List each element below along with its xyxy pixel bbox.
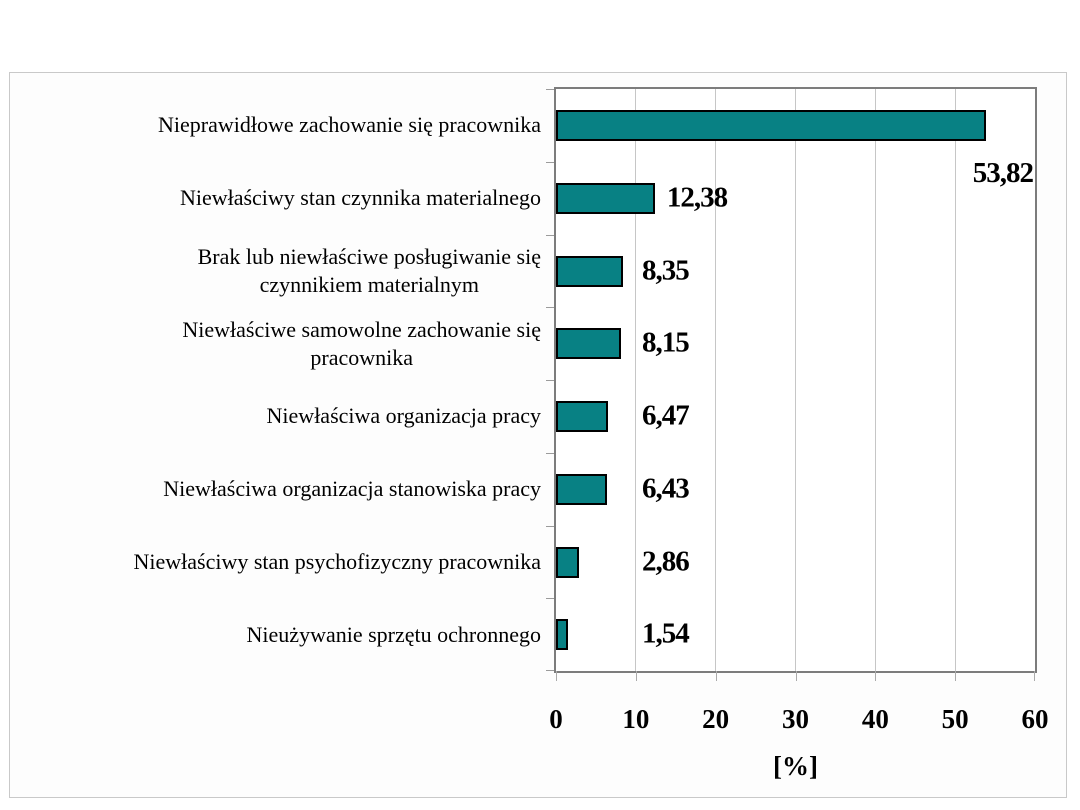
bar [556,619,569,651]
gridline [874,89,876,671]
y-axis-tick [546,307,554,308]
category-label: Brak lub niewłaściwe posługiwanie się czy… [10,235,541,308]
x-axis-tick-label: 20 [702,704,730,734]
x-axis-tick-label: 0 [549,704,563,734]
category-label-text: Niewłaściwa organizacja pracy [267,402,541,430]
category-label-line: Niewłaściwy stan czynnika materialnego [179,185,541,211]
bar [556,546,579,578]
x-axis-tick-label: 30 [782,704,809,734]
gridline [954,89,956,671]
category-label-text: Nieprawidłowe zachowanie się pracownika [158,111,541,139]
bar-value-label: 1,54 [642,617,690,650]
category-label-text: Niewłaściwy stan psychofizyczny pracowni… [134,548,541,576]
bar-chart-frame: Nieprawidłowe zachowanie się pracownika N… [9,72,1067,798]
category-label: Nieużywanie sprzętu ochronnego [10,598,541,671]
y-axis-tick [546,670,554,671]
y-axis-tick [546,89,554,90]
x-axis-tick-label: 10 [622,704,650,734]
bar-value-label: 6,43 [642,472,690,505]
y-axis-tick [546,526,554,527]
x-axis-tick [715,671,717,681]
category-label: Niewłaściwy stan psychofizyczny pracowni… [10,526,541,599]
gridline [715,89,717,671]
category-label-line: Niewłaściwy stan psychofizyczny pracowni… [133,548,541,574]
bar-value-label: 8,35 [642,254,690,286]
x-axis-tick [556,671,557,681]
category-label-line: czynnikiem materialnym [259,271,479,297]
category-label-text: Niewłaściwe samowolne zachowanie się prac… [182,316,541,372]
bar [556,182,655,214]
gridline [635,89,637,671]
x-axis-tick [795,671,797,681]
category-label: Niewłaściwy stan czynnika materialnego [10,162,541,235]
bar [556,255,623,287]
category-label-line: pracownika [310,344,414,370]
bar [556,473,608,505]
x-axis-tick [875,671,877,681]
x-axis-tick [1034,671,1035,681]
category-label-line: Nieprawidłowe zachowanie się pracownika [157,112,541,138]
category-axis-labels: Nieprawidłowe zachowanie się pracownika N… [10,73,541,797]
category-label-text: Brak lub niewłaściwe posługiwanie się czy… [198,243,541,299]
y-axis-tick [546,598,554,599]
y-axis-tick [546,235,554,236]
x-axis-title: [%] [773,751,818,781]
gridline [795,89,796,671]
bar-value-label: 12,38 [666,181,728,214]
y-axis-tick [546,162,554,163]
x-axis-tick-label: 60 [1021,704,1049,734]
y-axis-tick [546,453,554,454]
category-label-text: Niewłaściwy stan czynnika materialnego [180,184,541,212]
bar-value-label: 8,15 [642,326,690,359]
bar [556,110,986,141]
category-label: Niewłaściwa organizacja stanowiska pracy [10,453,541,526]
bar-value-label: 53,82 [972,157,1034,189]
category-label-line: Nieużywanie sprzętu ochronnego [246,621,541,647]
bar-value-label: 6,47 [642,399,690,432]
bar [556,401,608,432]
category-label-line: Niewłaściwe samowolne zachowanie się [182,316,541,342]
plot-area: [%] 53,82 12,38 8,35 8,15 6,47 6,43 2,86 1,54 0 1… [546,87,1049,781]
category-label: Niewłaściwe samowolne zachowanie się prac… [10,307,541,380]
category-label: Niewłaściwa organizacja pracy [10,380,541,453]
category-label: Nieprawidłowe zachowanie się pracownika [10,89,541,162]
category-label-text: Nieużywanie sprzętu ochronnego [247,621,541,649]
x-axis-tick-label: 50 [941,704,969,734]
category-label-line: Brak lub niewłaściwe posługiwanie się [197,243,541,269]
category-label-line: Niewłaściwa organizacja stanowiska pracy [163,476,541,502]
category-label-text: Niewłaściwa organizacja stanowiska pracy [163,475,541,503]
x-axis-tick [955,671,957,681]
bar [556,328,622,360]
y-axis-tick [546,380,554,381]
bar-value-label: 2,86 [642,545,690,577]
x-axis-tick [635,671,637,681]
category-label-line: Niewłaściwa organizacja pracy [266,403,541,429]
x-axis-tick-label: 40 [861,704,889,734]
